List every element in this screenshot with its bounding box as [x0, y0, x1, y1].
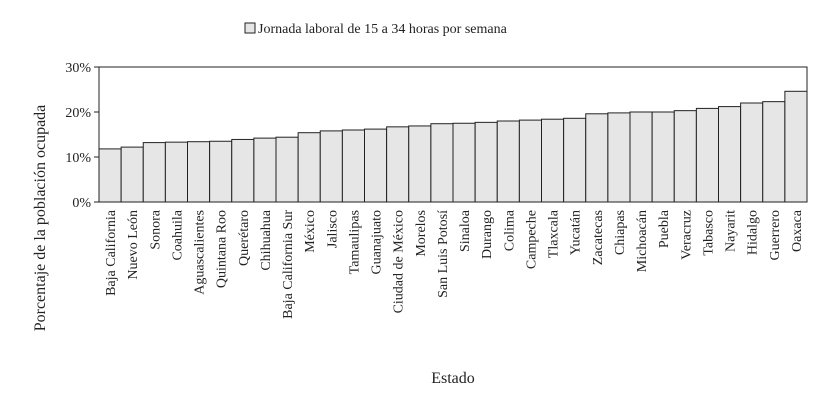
bar-baja-california	[98, 148, 122, 203]
bar-zacatecas	[585, 113, 609, 203]
bars	[98, 90, 808, 203]
bar-coahuila	[164, 141, 189, 203]
bar-veracruz	[673, 110, 697, 203]
x-tick-label: Yucatán	[569, 210, 584, 255]
x-tick-label: Coahuila	[170, 209, 185, 260]
x-tick-label: Jalisco	[325, 210, 340, 248]
bar-guerrero	[762, 101, 786, 203]
bar-querétaro	[231, 138, 255, 203]
bar-chiapas	[607, 112, 631, 203]
x-tick-label: Zacatecas	[591, 210, 606, 265]
x-tick-label: Tamaulipas	[347, 210, 362, 274]
x-tick-label: Ciudad de México	[392, 210, 407, 313]
x-tick-label: Chihuahua	[259, 209, 274, 270]
y-axis-ticks: 0% 10% 20% 30%	[65, 61, 99, 211]
x-tick-label: Baja California	[104, 209, 119, 296]
bar-campeche	[518, 119, 543, 203]
y-tick-label: 10%	[65, 151, 91, 166]
bar-morelos	[408, 125, 432, 203]
x-tick-label: Quintana Roo	[215, 210, 230, 288]
bar-quintana-roo	[209, 140, 233, 203]
legend: Jornada laboral de 15 a 34 horas por sem…	[244, 22, 508, 37]
bar-hidalgo	[740, 102, 764, 203]
bar-ciudad-de-méxico	[386, 126, 410, 203]
x-tick-label: Puebla	[657, 209, 672, 248]
x-tick-label: Guerrero	[768, 210, 783, 261]
x-tick-label: Hidalgo	[746, 210, 761, 255]
bar-sonora	[142, 142, 166, 203]
x-tick-label: Sonora	[148, 209, 163, 249]
x-tick-label: Tabasco	[701, 210, 716, 256]
bar-sinaloa	[452, 122, 476, 203]
bar-tamaulipas	[341, 129, 366, 203]
x-axis-ticks: Baja California Nuevo León Sonora Coahuila A…	[104, 209, 805, 319]
bar-jalisco	[319, 130, 343, 203]
x-tick-label: Colima	[502, 209, 517, 251]
bar-durango	[474, 121, 498, 203]
x-tick-label: Tlaxcala	[547, 209, 562, 258]
x-tick-label: Chiapas	[613, 210, 628, 255]
bar-michoacán	[629, 111, 653, 203]
bar-oaxaca	[784, 90, 808, 203]
y-axis-title: Porcentaje de la población ocupada	[32, 105, 49, 332]
x-tick-label: México	[303, 210, 318, 253]
x-tick-label: Baja California Sur	[281, 210, 296, 319]
x-tick-label: Nayarit	[724, 210, 739, 252]
x-tick-label: Sinaloa	[458, 209, 473, 252]
bar-aguascalientes	[187, 141, 211, 203]
y-tick-label: 30%	[65, 61, 91, 76]
x-tick-label: Guanajuato	[370, 210, 385, 275]
bar-chihuahua	[253, 137, 277, 203]
x-axis-title: Estado	[431, 370, 475, 387]
y-tick-label: 0%	[72, 196, 91, 211]
legend-entry: Jornada laboral de 15 a 34 horas por sem…	[258, 22, 508, 37]
x-tick-label: Querétaro	[237, 210, 252, 266]
x-tick-label: San Luis Potosí	[436, 210, 451, 298]
x-tick-label: Oaxaca	[790, 209, 805, 252]
x-tick-label: Nuevo León	[126, 210, 141, 280]
bar-yucatán	[563, 117, 587, 203]
bar-colima	[496, 120, 520, 203]
legend-swatch	[244, 22, 256, 34]
x-tick-label: Campeche	[524, 210, 539, 269]
bar-méxico	[297, 132, 321, 203]
x-tick-label: Morelos	[414, 210, 429, 257]
bar-nuevo-león	[120, 146, 144, 203]
bar-baja-california-sur	[275, 136, 299, 203]
x-tick-label: Michoacán	[635, 210, 650, 272]
bar-puebla	[651, 111, 675, 203]
bar-guanajuato	[364, 128, 388, 203]
bar-tlaxcala	[541, 118, 565, 203]
x-tick-label: Aguascalientes	[193, 210, 208, 295]
x-tick-label: Veracruz	[679, 210, 694, 260]
bar-tabasco	[695, 107, 720, 203]
x-tick-label: Durango	[480, 210, 495, 259]
y-tick-label: 20%	[65, 106, 91, 121]
bar-san-luis-potosí	[430, 123, 454, 203]
bar-nayarit	[718, 106, 742, 203]
